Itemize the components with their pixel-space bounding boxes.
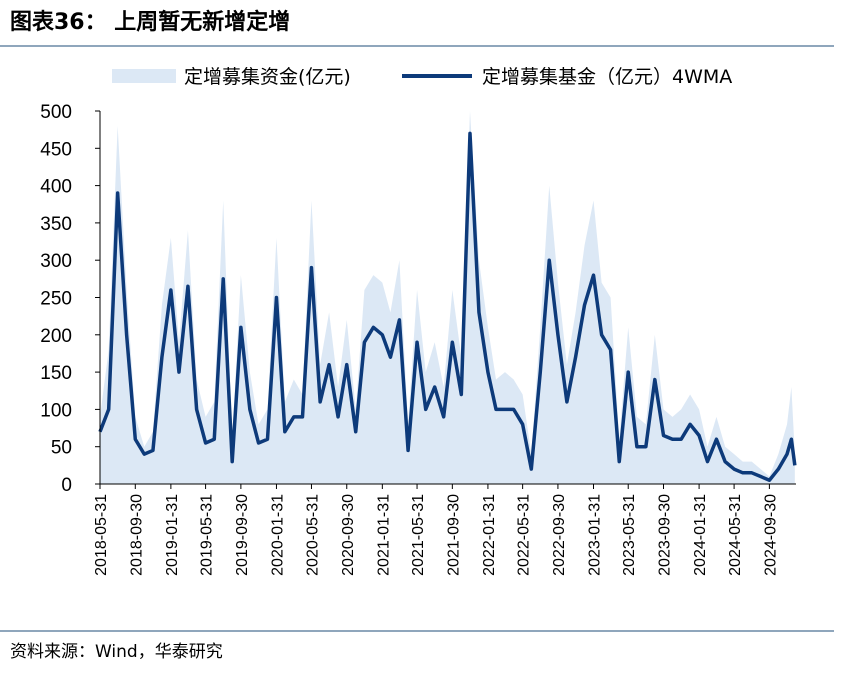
area [100,111,795,484]
y-tick-label: 400 [40,177,72,198]
legend-label: 定增募集基金（亿元）4WMA [482,66,732,88]
y-tick-label: 450 [40,139,72,160]
x-tick-label: 2023-01-31 [587,494,604,576]
source: 资料来源：Wind，华泰研究 [10,642,223,662]
y-tick-label: 250 [40,289,72,310]
x-tick-label: 2022-05-31 [516,494,533,576]
x-tick-label: 2020-05-31 [304,494,321,576]
x-tick-label: 2021-05-31 [410,494,427,576]
y-tick-label: 350 [40,214,72,235]
legend-swatch [112,69,176,83]
x-tick-label: 2024-05-31 [727,494,744,576]
y-tick-label: 50 [51,438,72,459]
x-tick-label: 2021-09-30 [445,494,462,576]
x-tick-label: 2023-09-30 [657,494,674,576]
y-tick-label: 150 [40,363,72,384]
x-tick-label: 2024-01-31 [692,494,709,576]
y-tick-label: 200 [40,326,72,347]
x-tick-label: 2019-09-30 [234,494,251,576]
x-tick-label: 2018-05-31 [93,494,110,576]
y-tick-label: 300 [40,251,72,272]
x-tick-label: 2022-09-30 [551,494,568,576]
x-tick-label: 2018-09-30 [128,494,145,576]
x-tick-label: 2019-01-31 [164,494,181,576]
x-tick-label: 2019-05-31 [199,494,216,576]
chart-title: 图表36： 上周暂无新增定增 [10,9,290,35]
x-tick-label: 2024-09-30 [762,494,779,576]
x-tick-label: 2020-01-31 [269,494,286,576]
y-tick-label: 500 [40,102,72,123]
x-tick-label: 2023-05-31 [621,494,638,576]
line [98,131,797,483]
legend-label: 定增募集资金(亿元) [184,66,351,88]
y-tick-label: 0 [61,475,72,496]
x-tick-label: 2021-01-31 [375,494,392,576]
y-tick-label: 100 [40,400,72,421]
x-tick-label: 2020-09-30 [340,494,357,576]
x-tick-label: 2022-01-31 [481,494,498,576]
